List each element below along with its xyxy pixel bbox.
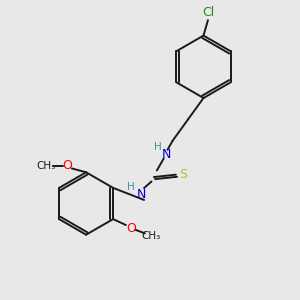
Text: N: N: [136, 188, 146, 201]
Text: CH₃: CH₃: [36, 161, 56, 171]
Text: H: H: [154, 142, 162, 152]
Text: O: O: [126, 221, 136, 235]
Text: Cl: Cl: [203, 6, 215, 19]
Text: N: N: [162, 148, 171, 161]
Text: CH₃: CH₃: [141, 231, 160, 241]
Text: O: O: [63, 159, 73, 172]
Text: H: H: [127, 182, 135, 192]
Text: S: S: [180, 168, 188, 181]
